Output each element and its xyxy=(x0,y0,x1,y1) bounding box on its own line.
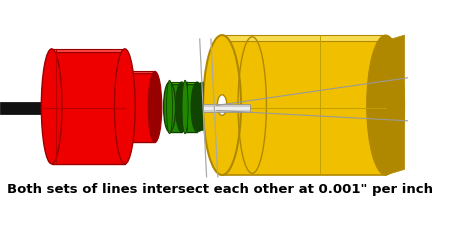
Polygon shape xyxy=(170,82,182,84)
Bar xyxy=(125,74,155,142)
Bar xyxy=(222,41,386,175)
Ellipse shape xyxy=(115,49,135,164)
Bar xyxy=(170,84,182,132)
Polygon shape xyxy=(197,82,203,132)
Bar xyxy=(168,104,250,112)
Ellipse shape xyxy=(367,35,405,175)
Polygon shape xyxy=(185,82,197,84)
Bar xyxy=(185,84,197,132)
Ellipse shape xyxy=(166,80,173,134)
Ellipse shape xyxy=(218,95,227,115)
Ellipse shape xyxy=(175,82,188,132)
Polygon shape xyxy=(125,72,155,74)
Ellipse shape xyxy=(164,82,175,132)
Ellipse shape xyxy=(41,49,62,164)
Text: Both sets of lines intersect each other at 0.001" per inch: Both sets of lines intersect each other … xyxy=(7,183,433,196)
Ellipse shape xyxy=(191,82,203,132)
Polygon shape xyxy=(52,49,125,52)
Bar xyxy=(168,107,250,110)
Ellipse shape xyxy=(203,35,241,175)
Polygon shape xyxy=(182,82,188,132)
Polygon shape xyxy=(386,35,405,175)
Ellipse shape xyxy=(148,72,162,142)
Ellipse shape xyxy=(182,80,188,134)
Polygon shape xyxy=(222,35,386,41)
Bar xyxy=(0,102,133,114)
Bar xyxy=(52,52,125,164)
